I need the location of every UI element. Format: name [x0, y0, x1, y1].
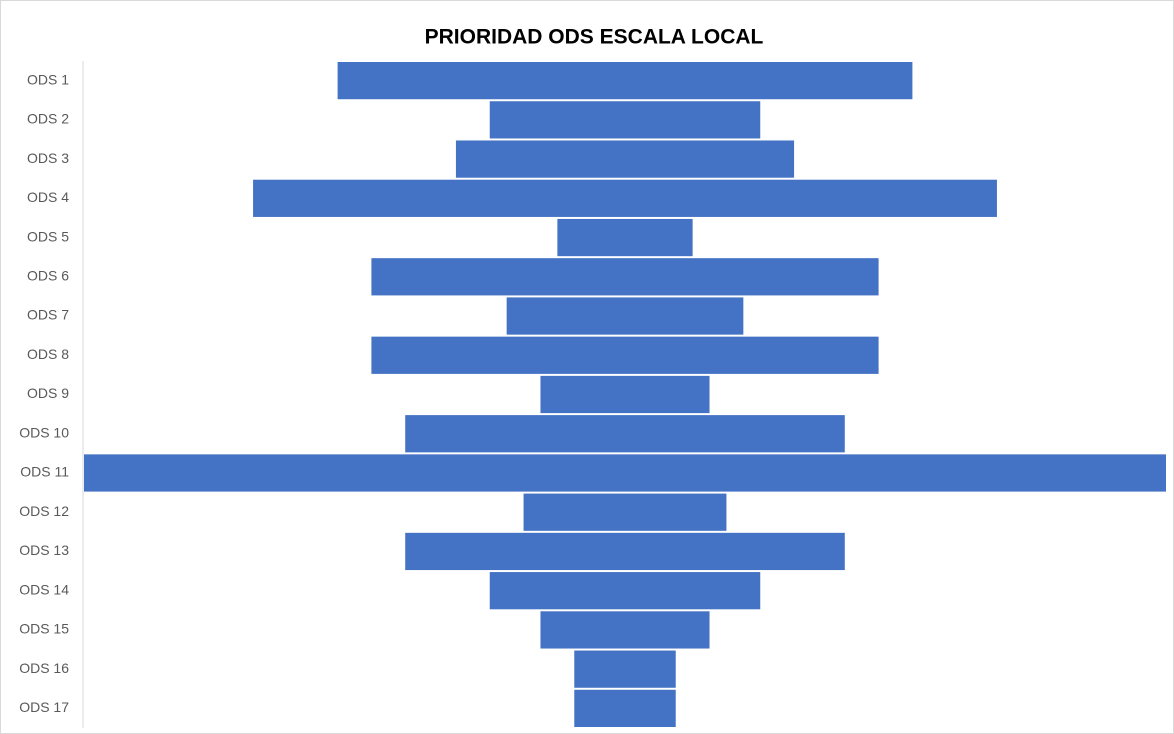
- y-tick-label: ODS 4: [27, 189, 69, 205]
- bar: [489, 101, 761, 139]
- y-tick-label: ODS 3: [27, 150, 69, 166]
- bar: [337, 62, 913, 100]
- y-tick-label: ODS 2: [27, 111, 69, 127]
- bar: [371, 336, 879, 374]
- bar: [523, 493, 727, 531]
- y-tick-label: ODS 8: [27, 346, 69, 362]
- bar: [557, 218, 693, 257]
- y-tick-label: ODS 7: [27, 307, 69, 323]
- bar: [540, 611, 710, 649]
- bar: [540, 375, 710, 414]
- bar: [506, 297, 744, 335]
- bar: [489, 572, 761, 610]
- y-tick-label: ODS 16: [19, 660, 69, 676]
- bar: [455, 140, 795, 178]
- chart-title: PRIORIDAD ODS ESCALA LOCAL: [425, 26, 764, 49]
- bar: [405, 532, 845, 571]
- y-tick-label: ODS 12: [19, 503, 69, 519]
- y-tick-label: ODS 6: [27, 267, 69, 283]
- bar: [253, 179, 997, 217]
- bar: [574, 650, 676, 688]
- y-tick-label: ODS 5: [27, 228, 69, 244]
- bar: [574, 689, 676, 727]
- y-tick-label: ODS 9: [27, 385, 69, 401]
- bar: [405, 415, 845, 453]
- bar: [371, 258, 879, 296]
- y-tick-label: ODS 17: [19, 699, 69, 715]
- y-tick-label: ODS 14: [19, 581, 69, 597]
- y-tick-label: ODS 10: [19, 424, 69, 440]
- y-tick-label: ODS 11: [20, 464, 69, 480]
- y-tick-label: ODS 1: [27, 71, 69, 87]
- y-tick-label: ODS 13: [19, 542, 69, 558]
- y-tick-label: ODS 15: [19, 621, 69, 637]
- bar: [84, 454, 1166, 492]
